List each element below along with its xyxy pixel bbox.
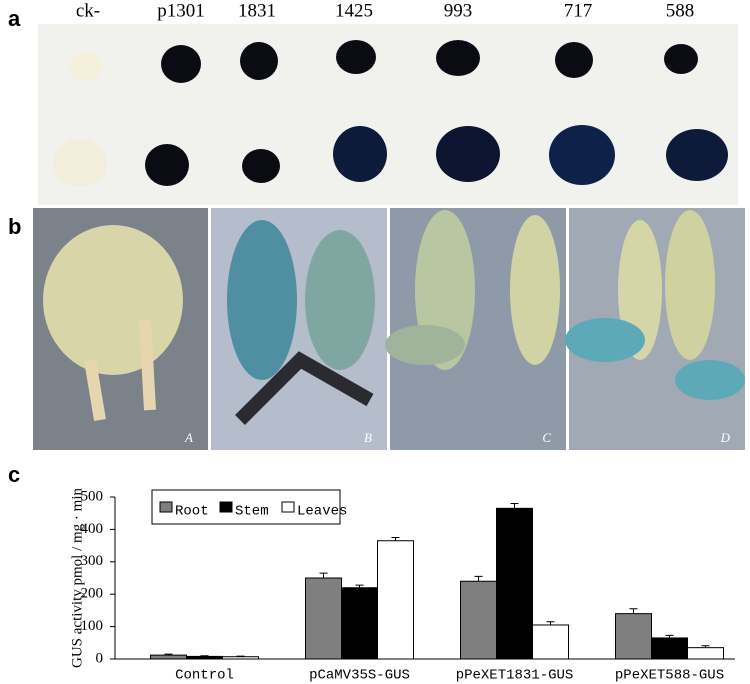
- bar: [150, 654, 187, 660]
- y-tick-label: 400: [81, 521, 104, 537]
- x-tick-label: Control: [175, 668, 234, 684]
- column-label: 1425: [335, 0, 373, 21]
- error-bar: [319, 572, 328, 578]
- x-tick-label: pPeXET1831-GUS: [456, 668, 574, 684]
- bar: [532, 624, 569, 660]
- bar: [496, 507, 533, 660]
- legend-label: Leaves: [297, 504, 347, 520]
- bar: [377, 540, 414, 660]
- x-tick-label: pPeXET588-GUS: [615, 668, 724, 684]
- error-bar: [355, 584, 364, 588]
- legend-label: Root: [175, 504, 209, 520]
- error-bar: [665, 634, 674, 638]
- bar: [305, 577, 342, 660]
- error-bar: [701, 645, 710, 648]
- error-bar: [236, 655, 245, 657]
- y-tick-label: 300: [81, 553, 104, 569]
- photo-label: A: [184, 430, 193, 445]
- photo-a: [38, 24, 738, 205]
- photo-label: B: [364, 430, 372, 445]
- legend-swatch: [219, 501, 233, 513]
- column-label: 993: [444, 0, 473, 21]
- error-bar: [474, 575, 483, 582]
- bar: [687, 647, 724, 660]
- bar: [186, 655, 223, 660]
- bar: [222, 656, 259, 660]
- y-tick-label: 500: [81, 488, 104, 504]
- x-tick-label: pCaMV35S-GUS: [309, 668, 410, 684]
- legend-box: [151, 489, 341, 525]
- legend-swatch: [159, 501, 173, 513]
- y-tick-label: 100: [81, 618, 104, 634]
- panel-label: c: [8, 462, 20, 487]
- bar: [615, 613, 652, 660]
- photo-label: C: [542, 430, 551, 445]
- error-bar: [546, 621, 555, 625]
- error-bar: [164, 653, 173, 656]
- bar: [341, 587, 378, 660]
- bar: [460, 580, 497, 660]
- tissue-samples: [53, 40, 728, 187]
- bar: [651, 637, 688, 660]
- column-label: p1301: [157, 0, 205, 21]
- column-label: 588: [666, 0, 695, 21]
- error-bar: [629, 608, 638, 614]
- error-bar: [510, 502, 519, 509]
- plant-photos: [33, 208, 745, 450]
- error-bar: [391, 537, 400, 541]
- column-label: 1831: [238, 0, 276, 21]
- panel-label: a: [8, 6, 21, 31]
- error-bar: [200, 655, 209, 657]
- y-tick-label: 0: [96, 650, 104, 666]
- panel-label: b: [8, 214, 21, 239]
- legend-label: Stem: [235, 504, 269, 520]
- legend-swatch: [281, 501, 295, 513]
- y-axis-title: GUS activity pmol / mg · min: [69, 488, 85, 668]
- column-label: 717: [564, 0, 593, 21]
- y-tick-label: 200: [81, 586, 104, 602]
- column-label: ck-: [76, 0, 100, 21]
- photo-label: D: [720, 430, 731, 445]
